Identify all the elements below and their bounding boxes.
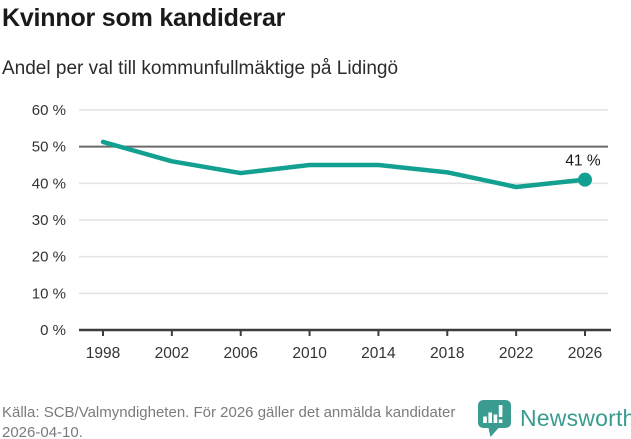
data-line-women-candidates [100,139,588,190]
x-tick-label: 2006 [223,345,257,362]
y-tick-label: 50 % [32,139,66,156]
y-tick-label: 0 % [40,322,66,339]
x-tick-label: 2022 [499,345,533,362]
end-data-point [577,172,592,187]
source-note: Källa: SCB/Valmyndigheten. För 2026 gäll… [2,404,456,439]
x-tick-label: 1998 [86,345,120,362]
y-tick-label: 20 % [32,249,66,266]
chart-subtitle: Andel per val till kommunfullmäktige på … [2,58,399,79]
x-tick-label: 2018 [430,345,464,362]
x-tick-label: 2026 [568,345,602,362]
x-tick-label: 2010 [292,345,327,362]
end-value-label: 41 % [565,153,601,170]
newsworthy-bubble-chart-icon [478,400,511,437]
newsworthy-wordmark: Newsworthy [520,405,631,431]
newsworthy-logo: Newsworthy [477,399,631,438]
x-tick-label: 2002 [155,345,189,362]
y-tick-label: 30 % [32,212,66,229]
x-tick-label: 2014 [361,345,396,362]
page-title: Kvinnor som kandiderar [2,4,286,32]
y-tick-label: 60 % [32,102,66,119]
y-tick-label: 40 % [32,175,66,192]
y-tick-label: 10 % [32,285,66,302]
